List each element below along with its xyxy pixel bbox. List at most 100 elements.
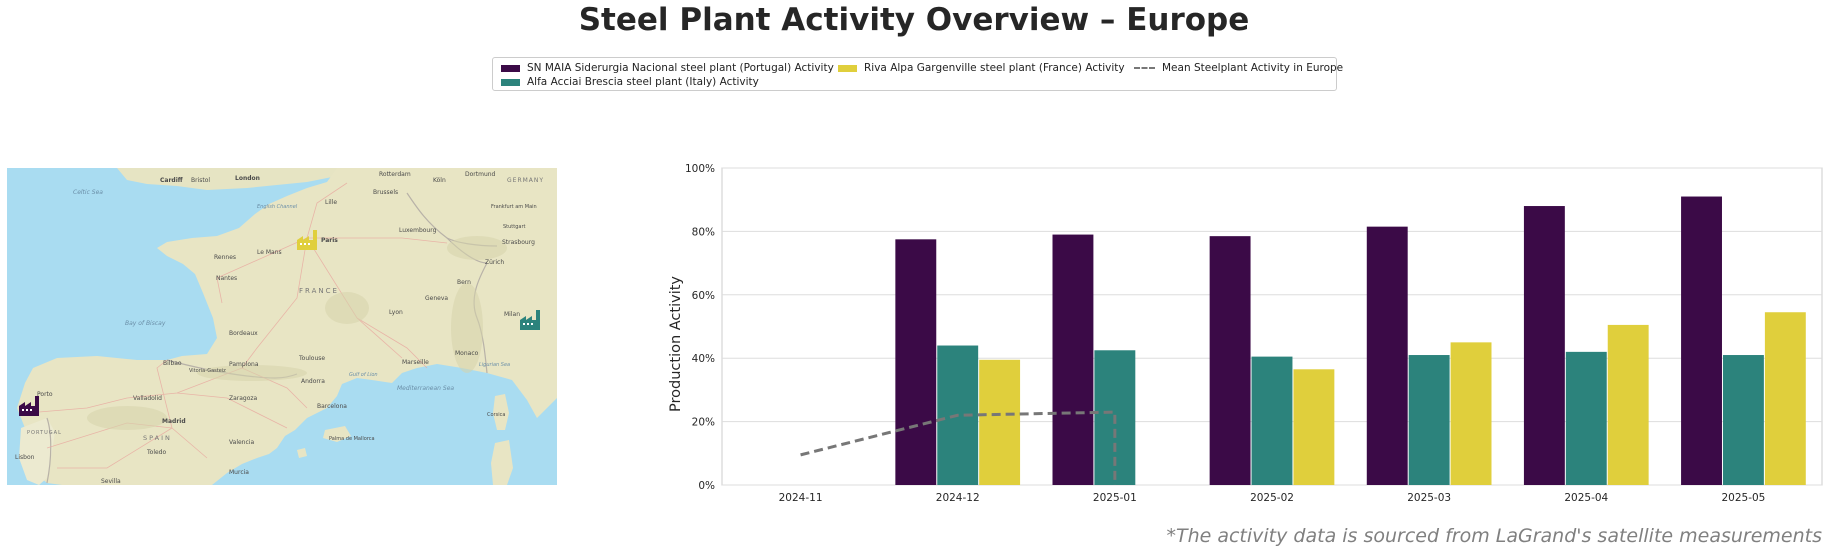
map-label: GERMANY [507, 177, 544, 184]
bar-riva-2025-04 [1607, 324, 1649, 485]
y-tick-label: 20% [692, 417, 715, 429]
bar-riva-2024-12 [979, 359, 1021, 485]
bar-sn-2025-02 [1209, 236, 1251, 485]
map-label: English Channel [257, 204, 298, 210]
map-label: Paris [321, 237, 338, 244]
data-source-footnote: *The activity data is sourced from LaGra… [1166, 525, 1822, 547]
map-label: Ligurian Sea [479, 362, 510, 368]
map-label: Milan [504, 311, 520, 318]
map-labels: Cardiff Bristol London Celtic Sea Englis… [15, 171, 544, 485]
map-label: Monaco [455, 350, 479, 357]
map-label: Barcelona [317, 403, 347, 410]
map-label: Nantes [216, 275, 237, 282]
bar-sn-2024-12 [895, 239, 937, 485]
factory-icon [520, 310, 540, 330]
legend-item-italy: Alfa Acciai Brescia steel plant (Italy) … [501, 76, 759, 88]
map-label: Corsica [487, 412, 505, 418]
y-tick-label: 40% [692, 353, 715, 365]
map-land-sardinia [491, 440, 513, 485]
page-title: Steel Plant Activity Overview – Europe [578, 2, 1250, 38]
y-tick-label: 100% [685, 163, 715, 175]
legend-label-portugal: SN MAIA Siderurgia Nacional steel plant … [527, 62, 834, 74]
bar-riva-2025-03 [1450, 342, 1492, 485]
bar-alfa-2025-05 [1722, 355, 1764, 485]
bar-riva-2025-05 [1764, 312, 1806, 485]
map-land-continent [17, 168, 557, 485]
map-label: Palma de Mallorca [329, 436, 375, 442]
y-axis-label: Production Activity [668, 276, 684, 412]
map-land-corsica [493, 394, 509, 430]
map-label: Frankfurt am Main [491, 204, 537, 210]
map-label: Valencia [229, 439, 254, 446]
y-tick-label: 60% [692, 290, 715, 302]
legend-swatch-france [838, 64, 857, 72]
map-label: Dortmund [465, 171, 496, 178]
map-label: Zürich [485, 259, 504, 266]
map-label: Köln [433, 177, 446, 184]
map-label: Strasbourg [502, 239, 535, 246]
map-label: Geneva [425, 295, 448, 302]
legend-label-france: Riva Alpa Gargenville steel plant (Franc… [864, 62, 1125, 74]
map-label: Madrid [162, 418, 186, 425]
map-label: Valladolid [133, 395, 162, 402]
legend-item-france: Riva Alpa Gargenville steel plant (Franc… [838, 62, 1125, 74]
map-land-mallorca [323, 426, 351, 442]
map-label: Stuttgart [503, 224, 526, 230]
map-label: Murcia [229, 469, 249, 476]
map-label: Toulouse [298, 355, 325, 362]
legend-item-portugal: SN MAIA Siderurgia Nacional steel plant … [501, 62, 834, 74]
bar-alfa-2025-03 [1408, 355, 1450, 485]
legend-swatch-portugal [501, 64, 520, 72]
x-tick-label: 2025-01 [1093, 492, 1137, 504]
map-land-portugal [19, 418, 55, 485]
y-tick-label: 80% [692, 226, 715, 238]
bar-sn-2025-05 [1681, 196, 1722, 485]
map-label: Lille [325, 199, 337, 206]
bar-riva-2025-02 [1293, 369, 1335, 485]
map-label: Bay of Biscay [125, 320, 166, 327]
map-label: FRANCE [299, 287, 339, 295]
map-label: SPAIN [143, 434, 172, 442]
x-tick-label: 2024-11 [779, 492, 823, 504]
legend-label-italy: Alfa Acciai Brescia steel plant (Italy) … [527, 76, 759, 88]
map-label: Bordeaux [229, 330, 258, 337]
bar-sn-2025-01 [1052, 234, 1094, 485]
map-label: Bristol [191, 177, 210, 184]
map-svg: Cardiff Bristol London Celtic Sea Englis… [7, 168, 557, 485]
europe-map: Cardiff Bristol London Celtic Sea Englis… [7, 168, 557, 485]
map-label: Luxembourg [399, 227, 437, 234]
map-label: Bilbao [163, 360, 182, 367]
map-label: Marseille [402, 359, 429, 366]
map-label: Lyon [389, 309, 403, 316]
map-label: Le Mans [257, 249, 282, 256]
map-label: PORTUGAL [27, 430, 62, 436]
x-tick-label: 2025-02 [1250, 492, 1294, 504]
bar-alfa-2025-02 [1251, 356, 1293, 485]
x-tick-label: 2025-04 [1564, 492, 1608, 504]
map-land-ibiza [297, 448, 307, 458]
x-tick-label: 2025-03 [1407, 492, 1451, 504]
map-label: Brussels [373, 189, 398, 196]
map-label: Pamplona [229, 361, 259, 368]
map-label: Rotterdam [379, 171, 411, 178]
map-label: Bern [457, 279, 471, 286]
map-label: Celtic Sea [73, 189, 103, 196]
map-label: Rennes [214, 254, 236, 261]
map-label: Cardiff [160, 177, 183, 184]
bar-sn-2025-03 [1366, 226, 1408, 485]
bar-alfa-2025-04 [1565, 351, 1607, 485]
legend-swatch-mean [1134, 67, 1155, 69]
map-land-cornwall [152, 168, 179, 182]
factory-icon [19, 396, 39, 416]
x-tick-label: 2025-05 [1721, 492, 1765, 504]
map-label: Sevilla [101, 478, 121, 485]
x-tick-label: 2024-12 [936, 492, 980, 504]
legend-label-mean: Mean Steelplant Activity in Europe [1162, 62, 1344, 74]
chart-legend: SN MAIA Siderurgia Nacional steel plant … [492, 57, 1343, 91]
factory-icon [297, 230, 317, 250]
map-label: Lisbon [15, 454, 35, 461]
map-label: Andorra [301, 378, 325, 385]
map-label: Vitoria-Gasteiz [189, 368, 226, 374]
mean-activity-line [800, 410, 1117, 485]
